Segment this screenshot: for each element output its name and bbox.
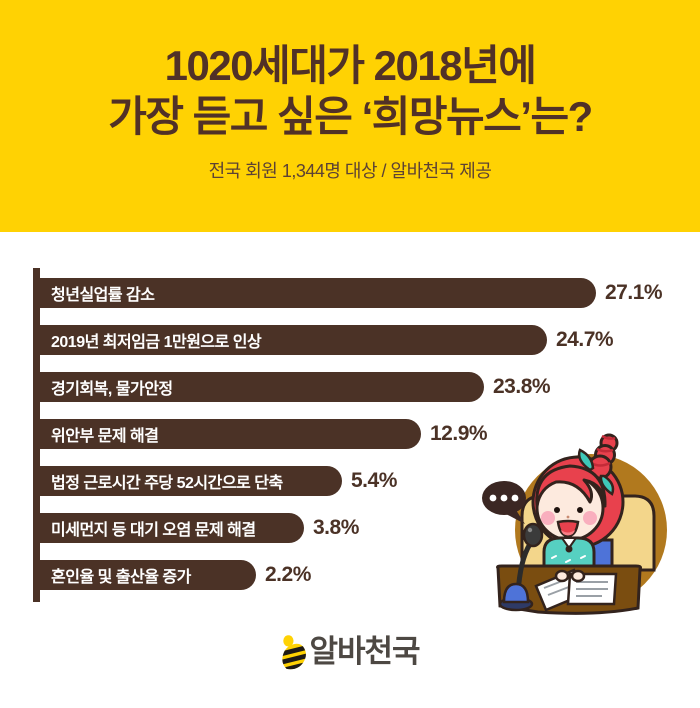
- bee-icon: [282, 635, 307, 670]
- bar-label: 2019년 최저임금 1만원으로 인상: [51, 334, 262, 351]
- bar-label: 청년실업률 감소: [51, 287, 155, 304]
- title-line-2: 가장 듣고 싶은 ‘희망뉴스’는?: [108, 93, 593, 141]
- bar-label: 혼인율 및 출산율 증가: [51, 569, 191, 586]
- collar: [560, 537, 578, 550]
- title-line-1: 1020세대가 2018년에: [164, 42, 537, 89]
- leaf-bow: [577, 448, 615, 496]
- eye-left: [554, 507, 560, 513]
- footer-logo: 알바천국: [0, 632, 700, 672]
- bar-value-label: 3.8%: [313, 516, 359, 539]
- bar: 위안부 문제 해결: [40, 419, 421, 449]
- bar-row: 법정 근로시간 주당 52시간으로 단축 5.4%: [40, 466, 662, 496]
- bar: 경기회복, 물가안정: [40, 372, 484, 402]
- bar-row: 미세먼지 등 대기 오염 문제 해결 3.8%: [40, 513, 662, 543]
- bar-value-label: 23.8%: [493, 375, 551, 398]
- header-banner: 1020세대가 2018년에 가장 듣고 싶은 ‘희망뉴스’는? 전국 회원 1…: [0, 0, 700, 232]
- logo-text: 알바천국: [309, 634, 420, 669]
- bar-label: 위안부 문제 해결: [51, 428, 159, 445]
- bar-value-label: 24.7%: [556, 328, 614, 351]
- bar-row: 위안부 문제 해결 12.9%: [40, 419, 662, 449]
- eye-right: [577, 507, 583, 513]
- bar-label: 미세먼지 등 대기 오염 문제 해결: [51, 522, 256, 539]
- bar: 청년실업률 감소: [40, 278, 596, 308]
- microphone-icon: [498, 522, 544, 612]
- bar-label: 경기회복, 물가안정: [51, 381, 173, 398]
- bar: 미세먼지 등 대기 오염 문제 해결: [40, 513, 304, 543]
- chart-axis-line: [33, 268, 40, 602]
- tongue: [561, 530, 575, 536]
- bar-row: 청년실업률 감소 27.1%: [40, 278, 663, 308]
- bar-chart-rows: 청년실업률 감소 27.1% 2019년 최저임금 1만원으로 인상 24.7%…: [40, 278, 663, 607]
- news-anchor-character-illustration: [482, 433, 667, 615]
- bar-row: 2019년 최저임금 1만원으로 인상 24.7%: [40, 325, 662, 355]
- bar: 혼인율 및 출산율 증가: [40, 560, 256, 590]
- hand-right: [570, 569, 586, 583]
- bar-row: 혼인율 및 출산율 증가 2.2%: [40, 560, 662, 590]
- cheek-right: [583, 511, 597, 525]
- page-title: 1020세대가 2018년에 가장 듣고 싶은 ‘희망뉴스’는?: [0, 0, 700, 142]
- bar-value-label: 2.2%: [265, 563, 311, 586]
- survey-subtitle: 전국 회원 1,344명 대상 / 알바천국 제공: [208, 161, 492, 182]
- bar-row: 경기회복, 물가안정 23.8%: [40, 372, 662, 402]
- bar: 2019년 최저임금 1만원으로 인상: [40, 325, 547, 355]
- bar-value-label: 5.4%: [351, 469, 397, 492]
- bar-value-label: 12.9%: [430, 422, 488, 445]
- hand-left: [554, 569, 570, 583]
- nose: [566, 515, 570, 519]
- cheek-left: [541, 511, 555, 525]
- bar-label: 법정 근로시간 주당 52시간으로 단축: [51, 475, 283, 492]
- speech-bubble-icon: [482, 481, 526, 524]
- bar-value-label: 27.1%: [605, 281, 663, 304]
- bar: 법정 근로시간 주당 52시간으로 단축: [40, 466, 342, 496]
- collar-knot: [565, 545, 573, 553]
- hair-fringe: [535, 464, 607, 508]
